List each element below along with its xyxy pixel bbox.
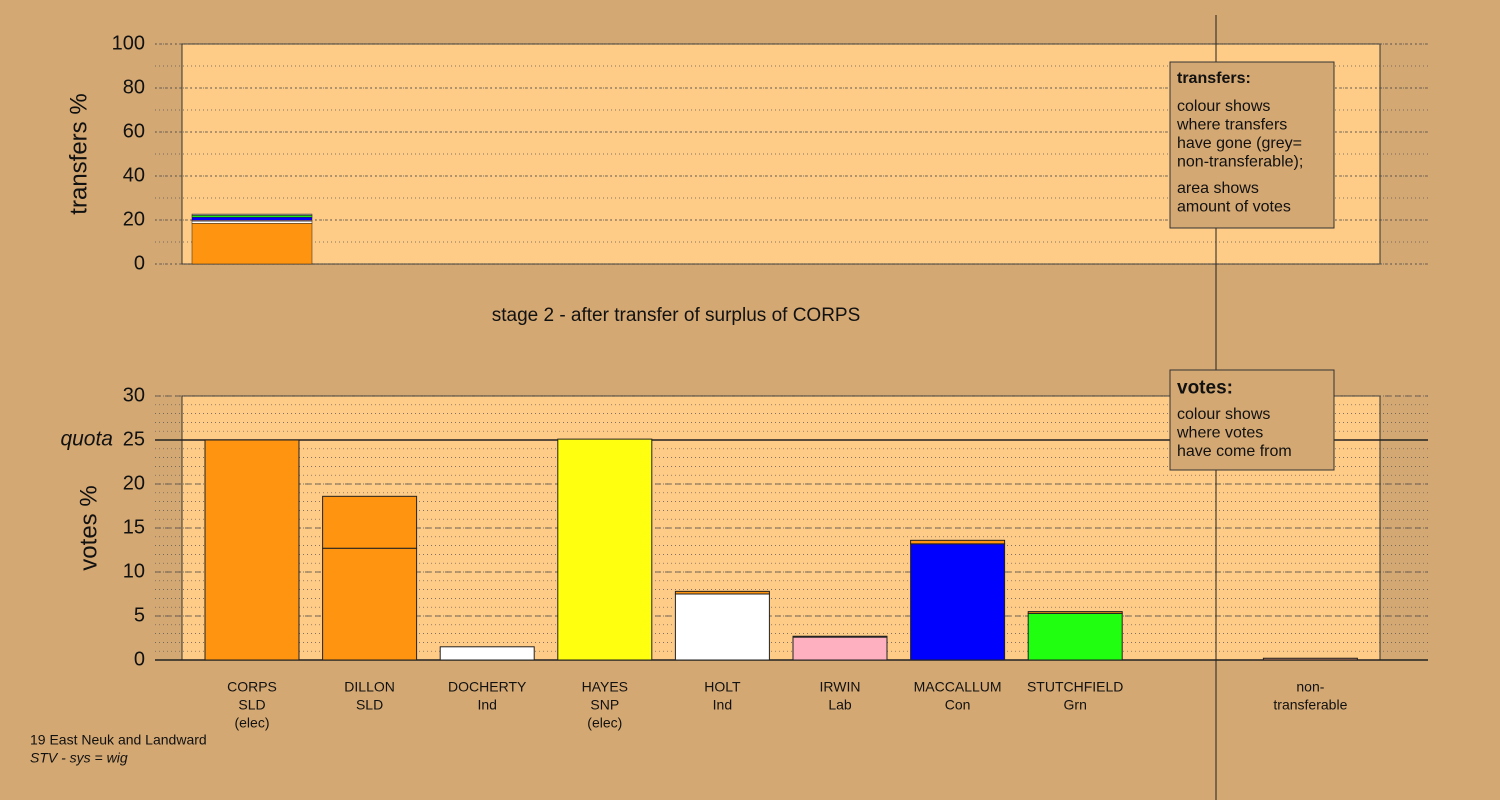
y-tick-label: 20: [123, 208, 145, 230]
bar-segment: [322, 495, 418, 549]
y-axis-label: transfers %: [65, 93, 92, 214]
bar-segment: [674, 593, 770, 661]
x-tick-label: HAYES: [582, 679, 628, 695]
x-tick-label: transferable: [1273, 697, 1347, 713]
x-tick-label: non-: [1296, 679, 1324, 695]
note-text: have gone (grey=: [1177, 135, 1302, 152]
note-title: votes:: [1177, 378, 1233, 399]
note-text: colour shows: [1177, 98, 1270, 115]
bar-segment: [792, 636, 888, 661]
bar-segment: [1027, 611, 1123, 614]
bar-segment: [322, 547, 418, 661]
note-box: [1169, 369, 1335, 471]
y-tick-label: 0: [134, 252, 145, 274]
x-tick-label: SLD: [356, 697, 383, 713]
x-tick-label: HOLT: [704, 679, 741, 695]
note-text: colour shows: [1177, 406, 1270, 423]
note-title: transfers:: [1177, 70, 1251, 87]
y-tick-label: 40: [123, 164, 145, 186]
y-tick-label: 60: [123, 120, 145, 142]
x-tick-label: Con: [945, 697, 971, 713]
note-text: where transfers: [1176, 117, 1287, 134]
bar-segment: [191, 215, 313, 218]
bar-segment: [191, 220, 313, 224]
y-tick-label: 80: [123, 76, 145, 98]
y-tick-label: 0: [134, 648, 145, 670]
x-tick-label: DILLON: [344, 679, 395, 695]
bar-segment: [557, 438, 653, 661]
bar-segment: [674, 590, 770, 595]
x-tick-label: Ind: [713, 697, 732, 713]
note-text: where votes: [1176, 425, 1263, 442]
note-text: amount of votes: [1177, 199, 1291, 216]
note-text: have come from: [1177, 443, 1292, 460]
y-tick-label: 25: [123, 428, 145, 450]
x-tick-label: SNP: [590, 697, 619, 713]
x-tick-label: MACCALLUM: [914, 679, 1002, 695]
y-tick-label: 15: [123, 516, 145, 538]
y-tick-label: 100: [112, 32, 145, 54]
x-tick-label: SLD: [238, 697, 265, 713]
bar-segment: [439, 646, 535, 661]
bar-segment: [1027, 612, 1123, 661]
x-tick-label: IRWIN: [820, 679, 861, 695]
footer-line: STV - sys = wig: [30, 750, 128, 766]
x-tick-label: (elec): [587, 715, 622, 731]
bar-segment: [191, 213, 313, 216]
x-tick-label: Ind: [477, 697, 496, 713]
bar-segment: [910, 539, 1006, 545]
y-tick-label: 10: [123, 560, 145, 582]
x-tick-label: Grn: [1064, 697, 1087, 713]
bar-segment: [792, 635, 888, 638]
x-tick-label: DOCHERTY: [448, 679, 527, 695]
x-tick-label: CORPS: [227, 679, 277, 695]
x-tick-label: (elec): [234, 715, 269, 731]
x-tick-label: STUTCHFIELD: [1027, 679, 1123, 695]
bar-segment: [204, 439, 300, 661]
note-text: non-transferable);: [1177, 154, 1303, 171]
bar-segment: [191, 216, 313, 221]
y-tick-label: 20: [123, 472, 145, 494]
bar-segment: [910, 543, 1006, 661]
x-tick-label: Lab: [828, 697, 852, 713]
quota-label: quota: [60, 428, 113, 451]
y-axis-label: votes %: [75, 485, 102, 570]
note-text: area shows: [1177, 180, 1259, 197]
note-box: [1169, 61, 1335, 229]
footer-line: 19 East Neuk and Landward: [30, 732, 207, 748]
y-tick-label: 5: [134, 604, 145, 626]
stage-title: stage 2 - after transfer of surplus of C…: [492, 305, 861, 326]
bar-segment: [191, 223, 313, 265]
y-tick-label: 30: [123, 384, 145, 406]
bar-segment: [1262, 657, 1358, 661]
